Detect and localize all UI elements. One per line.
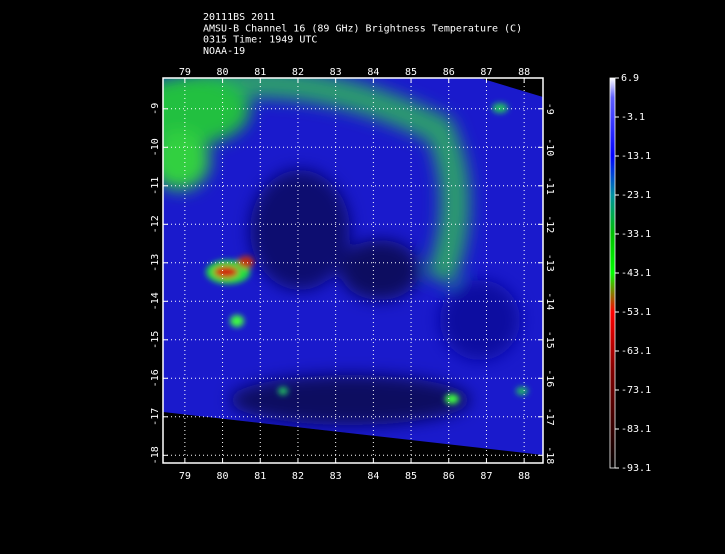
colorbar-label: -73.1 <box>621 385 651 396</box>
lon-label: 79 <box>179 67 191 78</box>
lat-label: -14 <box>544 292 555 310</box>
lon-label: 87 <box>480 67 492 78</box>
lat-label: -17 <box>150 408 161 426</box>
lat-label: -12 <box>150 215 161 233</box>
lon-label: 81 <box>254 67 266 78</box>
colorbar-labels: 6.9 -3.1 -13.1 -23.1 -33.1 -43.1 -53.1 -63.1 -73… <box>615 73 651 474</box>
lat-label: -10 <box>544 138 555 156</box>
lat-label: -15 <box>544 331 555 349</box>
lon-label: 85 <box>405 471 417 482</box>
lon-label: 88 <box>518 471 530 482</box>
colorbar-label: 6.9 <box>621 73 639 84</box>
lon-label: 79 <box>179 471 191 482</box>
lat-label: -11 <box>150 177 161 195</box>
imagery <box>163 78 543 455</box>
lat-label: -10 <box>150 138 161 156</box>
lon-label: 86 <box>443 471 455 482</box>
lat-label: -18 <box>150 446 161 464</box>
lon-label: 80 <box>217 67 229 78</box>
colorbar-label: -43.1 <box>621 268 651 279</box>
lat-label: -17 <box>544 408 555 426</box>
colorbar-label: -93.1 <box>621 463 651 474</box>
map-frame <box>162 77 544 464</box>
lat-label: -11 <box>544 177 555 195</box>
colorbar-label: -23.1 <box>621 190 651 201</box>
colorbar-label: -13.1 <box>621 151 651 162</box>
lat-label: -14 <box>150 292 161 310</box>
colorbar-label: -3.1 <box>621 112 645 123</box>
lon-label: 80 <box>217 471 229 482</box>
lat-label: -13 <box>150 254 161 272</box>
lon-label: 85 <box>405 67 417 78</box>
lon-label: 88 <box>518 67 530 78</box>
colorbar <box>609 77 616 469</box>
colorbar-label: -83.1 <box>621 424 651 435</box>
lat-label: -9 <box>544 103 555 115</box>
lat-label: -18 <box>544 446 555 464</box>
colorbar-label: -53.1 <box>621 307 651 318</box>
lon-label: 84 <box>367 471 379 482</box>
lat-label: -16 <box>544 369 555 387</box>
header-line: 0315 Time: 1949 UTC <box>203 35 317 46</box>
lon-label: 86 <box>443 67 455 78</box>
lon-label: 82 <box>292 67 304 78</box>
lon-label: 83 <box>330 471 342 482</box>
header-line: AMSU-B Channel 16 (89 GHz) Brightness Te… <box>203 23 522 34</box>
header-line: 20111BS 2011 <box>203 12 275 23</box>
lon-label: 82 <box>292 471 304 482</box>
lon-label: 84 <box>367 67 379 78</box>
grid: 79 79 80 80 81 81 82 82 83 83 84 84 85 85 86 86 87 87 88 88… <box>150 67 555 482</box>
lat-label: -12 <box>544 215 555 233</box>
lon-label: 87 <box>480 471 492 482</box>
header-line: NOAA-19 <box>203 46 245 57</box>
colorbar-label: -63.1 <box>621 346 651 357</box>
lat-label: -9 <box>150 103 161 115</box>
colorbar-label: -33.1 <box>621 229 651 240</box>
lon-label: 83 <box>330 67 342 78</box>
lon-label: 81 <box>254 471 266 482</box>
lat-label: -16 <box>150 369 161 387</box>
lat-label: -15 <box>150 331 161 349</box>
lat-label: -13 <box>544 254 555 272</box>
